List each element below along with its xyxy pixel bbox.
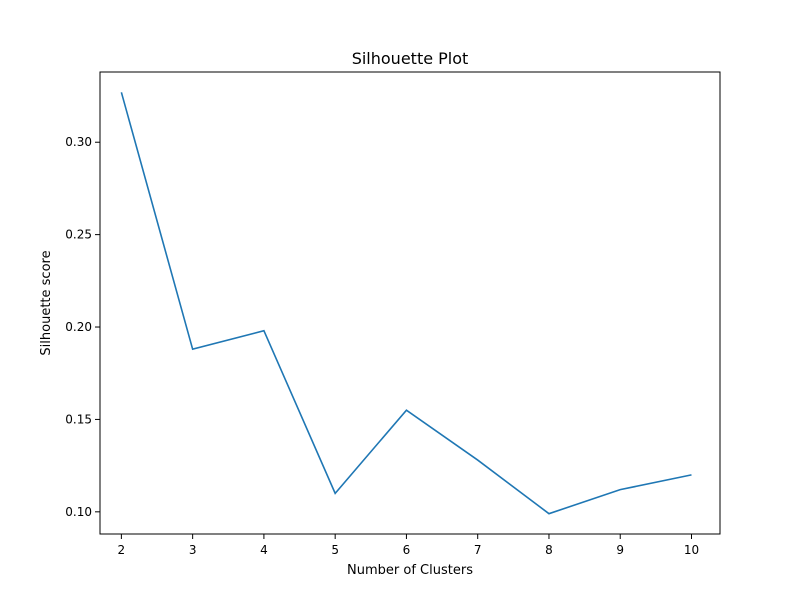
x-tick-label: 2 xyxy=(118,543,126,557)
y-axis: 0.10 0.15 0.20 0.25 0.30 xyxy=(65,135,100,519)
x-tick-label: 5 xyxy=(331,543,339,557)
x-tick-label: 6 xyxy=(403,543,411,557)
y-tick-label: 0.15 xyxy=(65,412,92,426)
x-tick-label: 4 xyxy=(260,543,268,557)
x-axis-label: Number of Clusters xyxy=(347,563,473,578)
y-tick-label: 0.20 xyxy=(65,320,92,334)
x-tick-label: 7 xyxy=(474,543,482,557)
y-tick-label: 0.30 xyxy=(65,135,92,149)
plot-frame xyxy=(99,71,721,535)
chart-title: Silhouette Plot xyxy=(352,49,469,68)
x-tick-label: 10 xyxy=(684,543,699,557)
x-axis: 2 3 4 5 6 7 8 9 10 xyxy=(118,534,699,557)
x-tick-label: 9 xyxy=(616,543,624,557)
y-axis-label: Silhouette score xyxy=(39,250,54,355)
y-tick-label: 0.25 xyxy=(65,228,92,242)
series-line xyxy=(120,92,692,515)
x-tick-label: 3 xyxy=(189,543,197,557)
y-tick-label: 0.10 xyxy=(65,505,92,519)
x-tick-label: 8 xyxy=(545,543,553,557)
